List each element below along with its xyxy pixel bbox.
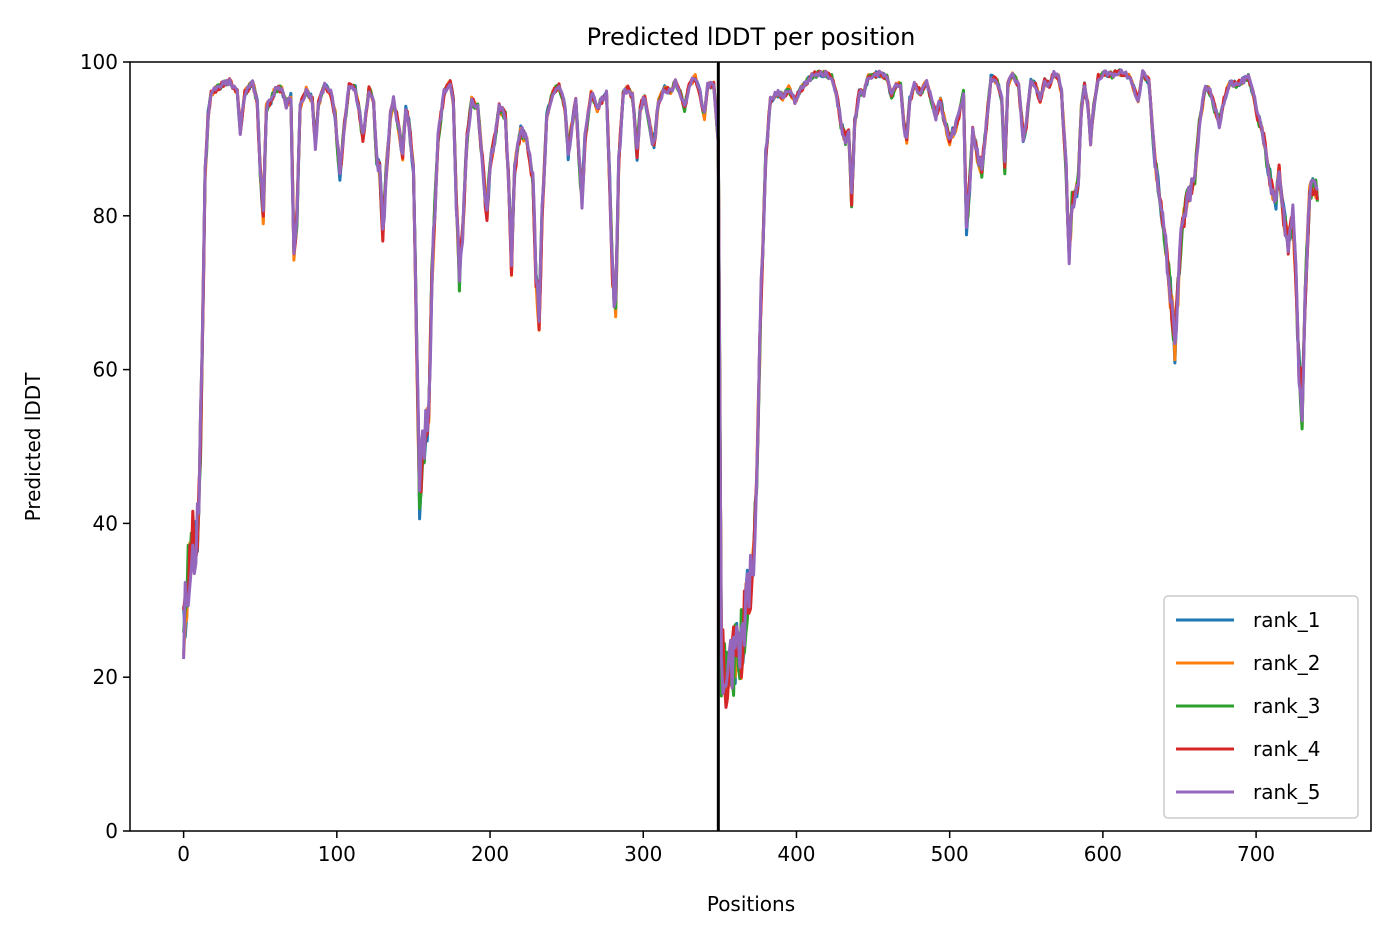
y-tick-label: 40 <box>93 511 118 535</box>
y-tick-label: 80 <box>93 204 118 228</box>
x-tick-label: 0 <box>177 842 190 866</box>
legend-box <box>1163 595 1359 819</box>
axes-frame <box>129 61 1372 832</box>
x-tick-label: 700 <box>1237 842 1275 866</box>
x-axis-label: Positions <box>707 892 795 916</box>
y-tick-label: 60 <box>93 358 118 382</box>
legend-label-rank_4: rank_4 <box>1253 737 1320 761</box>
x-axis: 0 100 200 300 400 500 600 700 <box>177 831 1275 866</box>
y-tick-label: 0 <box>105 819 118 843</box>
legend-label-rank_3: rank_3 <box>1253 694 1320 718</box>
y-tick-label: 100 <box>80 50 118 74</box>
y-axis: 0 20 40 60 80 100 <box>80 50 130 843</box>
legend-label-rank_2: rank_2 <box>1253 651 1320 675</box>
series-line-rank_5 <box>182 68 1319 696</box>
x-tick-label: 500 <box>931 842 969 866</box>
x-tick-label: 200 <box>471 842 509 866</box>
x-tick-label: 100 <box>318 842 356 866</box>
x-tick-label: 300 <box>624 842 662 866</box>
x-tick-label: 400 <box>777 842 815 866</box>
legend-label-rank_1: rank_1 <box>1253 608 1320 632</box>
legend: rank_1 rank_2 rank_3 rank_4 rank_5 <box>1163 595 1359 819</box>
x-tick-label: 600 <box>1084 842 1122 866</box>
y-axis-label: Predicted lDDT <box>21 372 45 522</box>
plot-lines <box>182 68 1319 709</box>
legend-label-rank_5: rank_5 <box>1253 780 1320 804</box>
y-tick-label: 20 <box>93 665 118 689</box>
chart-title: Predicted lDDT per position <box>587 23 916 51</box>
